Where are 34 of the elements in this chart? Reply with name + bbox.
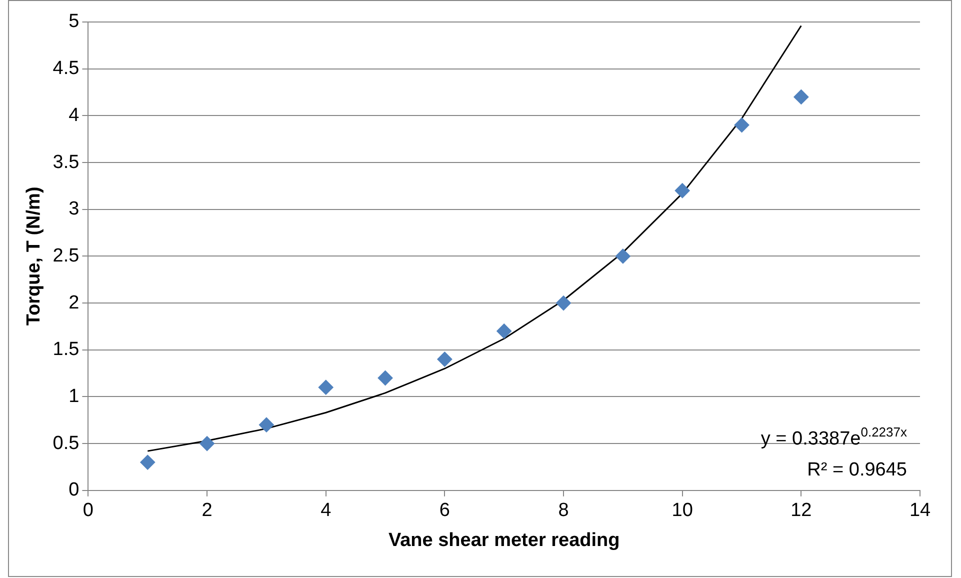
x-axis-title: Vane shear meter reading — [388, 530, 620, 551]
point — [674, 183, 690, 198]
x-tick-label: 10 — [672, 500, 693, 522]
point — [556, 296, 572, 311]
y-tick-label: 2 — [68, 292, 80, 314]
x-tick-label: 2 — [202, 500, 212, 522]
point — [496, 324, 512, 339]
x-tick-label: 14 — [909, 500, 931, 522]
y-tick-label: 2.5 — [52, 245, 80, 266]
y-tick-label: 5 — [68, 11, 80, 32]
y-tick-label: 3.5 — [52, 152, 80, 173]
point — [318, 380, 334, 395]
annotation: R² = 0.9645 — [807, 459, 908, 480]
y-tick-label: 0 — [68, 480, 80, 501]
x-tick-label: 4 — [320, 500, 332, 522]
point — [615, 248, 630, 264]
x-tick-label: 8 — [558, 500, 569, 522]
x-tick-label: 6 — [439, 500, 450, 522]
y-tick-label: 1.5 — [52, 339, 80, 360]
point — [734, 118, 750, 133]
y-tick-label: 1 — [68, 386, 80, 407]
point — [258, 417, 274, 432]
x-tick-label: 0 — [82, 500, 94, 522]
point — [378, 370, 393, 386]
y-tick-label: 0.5 — [52, 432, 80, 454]
point — [140, 454, 156, 470]
y-tick-label: 4.5 — [52, 58, 80, 80]
x-tick-label: 12 — [790, 500, 812, 522]
point — [200, 436, 215, 452]
y-tick-label: 4 — [68, 104, 80, 126]
y-tick-label: 3 — [68, 198, 80, 220]
y-axis-title: Torque, T (N/m) — [24, 186, 45, 326]
point — [437, 352, 452, 367]
point — [794, 89, 809, 104]
